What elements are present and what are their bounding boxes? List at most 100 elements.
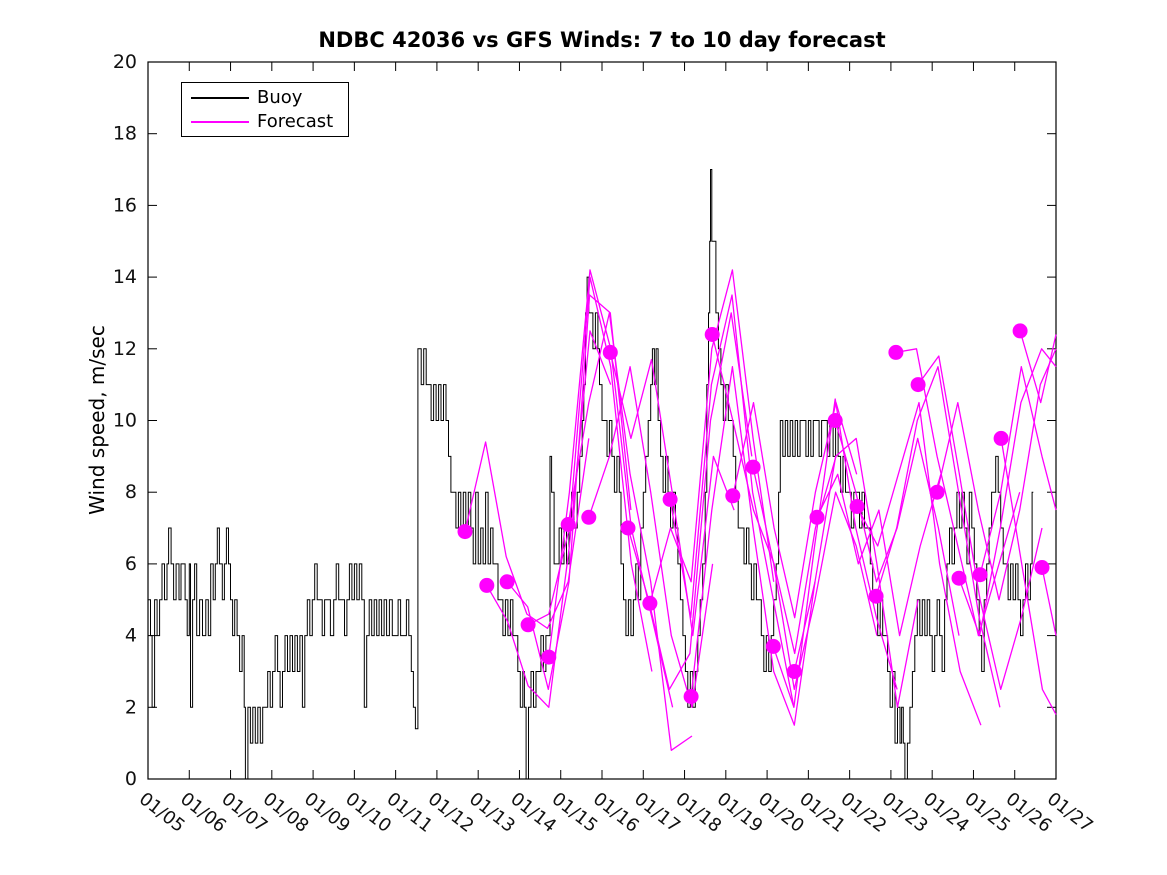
- forecast-start-marker: [849, 499, 865, 514]
- y-axis: 0 2 4 6 8 10 12 14 16 18 20: [113, 51, 1056, 790]
- forecast-start-marker: [620, 520, 636, 536]
- y-tick-label: 2: [125, 696, 137, 718]
- forecast-start-marker: [827, 413, 843, 428]
- forecast-line: [856, 401, 982, 726]
- y-tick-label: 16: [113, 194, 137, 216]
- legend-label-forecast: Forecast: [257, 110, 334, 132]
- x-tick-label: 01/06: [176, 788, 230, 836]
- x-axis: 01/0501/0601/0701/0801/0901/1001/1101/12…: [135, 62, 1097, 837]
- x-tick-label: 01/17: [630, 788, 684, 836]
- forecast-start-marker: [704, 327, 720, 342]
- x-tick-label: 01/05: [135, 788, 189, 836]
- forecast-start-marker: [581, 509, 597, 525]
- forecast-line: [958, 348, 1057, 637]
- x-tick-label: 01/24: [919, 788, 973, 836]
- forecast-line: [1000, 438, 1057, 715]
- forecast-start-marker: [457, 524, 473, 540]
- y-axis-label: Wind speed, m/sec: [85, 325, 109, 515]
- forecast-start-marker: [1034, 560, 1050, 575]
- forecast-line: [486, 330, 612, 708]
- forecast-line: [527, 276, 653, 672]
- forecast-start-marker: [520, 617, 536, 633]
- x-tick-label: 01/16: [589, 788, 643, 836]
- forecast-line: [816, 473, 942, 637]
- forecast-start-marker: [972, 567, 988, 583]
- forecast-start-marker: [745, 459, 761, 475]
- forecast-start-marker: [929, 484, 945, 500]
- forecast-line: [979, 366, 1057, 575]
- x-tick-label: 01/22: [837, 788, 891, 836]
- forecast-start-marker: [1012, 323, 1028, 339]
- forecast-line: [917, 355, 1043, 691]
- x-tick-label: 01/10: [341, 788, 395, 836]
- forecast-start-marker: [765, 638, 781, 654]
- forecast-line: [772, 398, 898, 708]
- forecast-line: [506, 294, 632, 691]
- y-tick-label: 8: [125, 481, 137, 503]
- forecast-start-marker: [479, 577, 495, 593]
- y-tick-label: 12: [113, 338, 137, 360]
- y-tick-label: 14: [113, 266, 137, 288]
- x-tick-label: 01/18: [671, 788, 725, 836]
- forecast-line: [669, 294, 795, 708]
- x-tick-label: 01/09: [300, 788, 354, 836]
- forecast-line: [1041, 567, 1057, 636]
- forecast-start-marker: [499, 574, 515, 590]
- forecast-line: [649, 269, 775, 604]
- x-tick-label: 01/25: [960, 788, 1014, 836]
- x-tick-label: 01/23: [878, 788, 932, 836]
- x-tick-label: 01/07: [217, 788, 271, 836]
- forecast-line: [464, 438, 590, 630]
- forecast-start-marker: [868, 588, 884, 604]
- y-tick-label: 18: [113, 123, 137, 145]
- forecast-start-marker: [951, 570, 967, 586]
- forecast-line: [588, 366, 714, 708]
- forecast-start-marker: [910, 377, 926, 393]
- forecast-line: [936, 348, 1057, 601]
- y-tick-label: 20: [113, 51, 137, 73]
- forecast-line: [895, 348, 1021, 637]
- forecast-line: [793, 437, 919, 708]
- forecast-line-swatch: [191, 120, 249, 123]
- x-tick-label: 01/14: [506, 788, 560, 836]
- forecast-line: [548, 269, 674, 708]
- x-tick-label: 01/15: [548, 788, 602, 836]
- buoy-line-swatch: [191, 96, 249, 99]
- x-tick-label: 01/19: [713, 788, 767, 836]
- buoy-series: [148, 169, 1034, 780]
- forecast-start-marker: [602, 344, 618, 360]
- forecast-start-marker: [662, 491, 678, 507]
- legend-item-buoy: Buoy: [182, 86, 348, 108]
- x-tick-label: 01/26: [1002, 788, 1056, 836]
- forecast-line: [752, 466, 878, 691]
- forecast-start-marker: [725, 488, 741, 504]
- x-tick-label: 01/13: [465, 788, 519, 836]
- x-tick-label: 01/12: [424, 788, 478, 836]
- x-tick-label: 01/11: [383, 788, 437, 836]
- legend: Buoy Forecast: [181, 82, 349, 137]
- forecast-line: [1019, 330, 1057, 404]
- forecast-start-marker: [541, 649, 557, 665]
- forecast-markers: [457, 323, 1050, 704]
- forecast-start-marker: [809, 509, 825, 525]
- forecast-line: [875, 366, 1001, 708]
- x-tick-label: 01/08: [259, 788, 313, 836]
- y-tick-label: 10: [113, 410, 137, 432]
- x-tick-label: 01/20: [754, 788, 808, 836]
- legend-label-buoy: Buoy: [257, 86, 303, 108]
- y-tick-label: 6: [125, 553, 137, 575]
- forecast-start-marker: [560, 517, 576, 532]
- x-tick-label: 01/21: [795, 788, 849, 836]
- forecast-start-marker: [888, 344, 904, 360]
- forecast-start-marker: [683, 689, 699, 704]
- legend-item-forecast: Forecast: [182, 110, 348, 132]
- forecast-start-marker: [642, 595, 658, 611]
- forecast-line: [567, 312, 693, 751]
- chart-title: NDBC 42036 vs GFS Winds: 7 to 10 day for…: [318, 28, 886, 52]
- x-tick-label: 01/27: [1043, 788, 1097, 836]
- forecast-line: [690, 366, 816, 726]
- y-tick-label: 4: [125, 625, 137, 647]
- forecast-start-marker: [786, 664, 802, 679]
